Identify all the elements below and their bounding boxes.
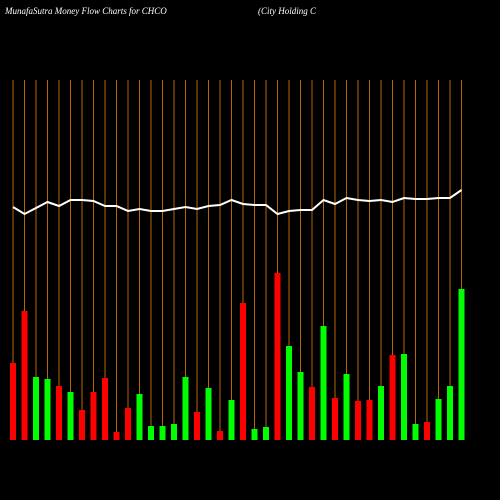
- bar: [378, 386, 384, 440]
- bar: [297, 372, 304, 440]
- bar: [366, 400, 373, 440]
- bar: [102, 378, 108, 440]
- bar: [309, 387, 315, 440]
- bar: [389, 355, 396, 440]
- chart-subtitle: (City Holding C: [258, 6, 317, 16]
- bar: [332, 398, 338, 440]
- bar: [159, 426, 166, 440]
- bar: [171, 424, 177, 440]
- bar: [286, 346, 292, 440]
- bar: [136, 394, 143, 440]
- bar: [21, 311, 28, 440]
- bar: [355, 401, 361, 440]
- bar: [56, 386, 62, 440]
- bar: [458, 289, 465, 440]
- bar: [90, 392, 97, 440]
- bar: [44, 379, 51, 440]
- bar: [401, 354, 407, 440]
- bar: [263, 427, 269, 440]
- bar: [435, 399, 442, 440]
- bar: [194, 412, 200, 440]
- chart-title: MunafaSutra Money Flow Charts for CHCO: [4, 6, 167, 16]
- bar: [67, 392, 74, 440]
- bar: [447, 386, 453, 440]
- bar: [320, 326, 327, 440]
- bar: [412, 424, 419, 440]
- bar: [113, 432, 120, 440]
- line: [12, 189, 463, 216]
- bar: [182, 377, 189, 440]
- bar: [33, 377, 39, 440]
- bar: [205, 388, 212, 440]
- bar: [251, 429, 258, 440]
- bar: [10, 363, 16, 440]
- bar: [217, 431, 223, 440]
- bar: [274, 273, 281, 440]
- bar: [240, 303, 246, 440]
- bar: [424, 422, 430, 440]
- bar: [148, 426, 154, 440]
- bar: [228, 400, 235, 440]
- bar: [79, 410, 85, 440]
- bar: [125, 408, 131, 440]
- bar: [343, 374, 350, 440]
